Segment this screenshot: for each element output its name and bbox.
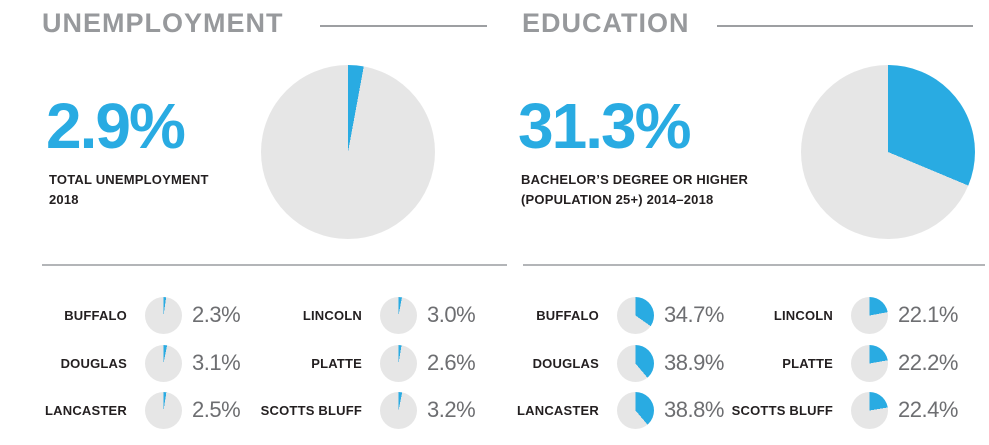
- county-row: SCOTTS BLUFF 3.2%: [255, 390, 495, 430]
- county-value: 3.0%: [427, 302, 476, 327]
- stat-caption-line2: 2018: [49, 192, 79, 207]
- county-pie-chart: [380, 344, 417, 382]
- county-pie-chart: [851, 344, 888, 382]
- county-value: 22.4%: [898, 397, 958, 422]
- stat-caption-line1: BACHELOR’S DEGREE OR HIGHER: [521, 172, 749, 187]
- county-pie-chart: [380, 391, 417, 429]
- stat-caption-education: BACHELOR’S DEGREE OR HIGHER (POPULATION …: [521, 170, 748, 210]
- stat-caption-line2: (POPULATION 25+) 2014–2018: [521, 192, 714, 207]
- county-name: LANCASTER: [517, 402, 599, 418]
- stat-value-education: 31.3%: [518, 90, 691, 162]
- county-name: LANCASTER: [45, 402, 127, 418]
- education-pie-chart: [801, 65, 975, 239]
- county-row: LINCOLN 3.0%: [255, 295, 495, 335]
- county-pie-chart: [145, 391, 182, 429]
- county-value: 38.9%: [664, 350, 724, 375]
- county-row: PLATTE 2.6%: [255, 343, 495, 383]
- county-name: BUFFALO: [64, 307, 127, 323]
- title-rule-education: [717, 25, 973, 27]
- stat-caption-unemployment: TOTAL UNEMPLOYMENT 2018: [49, 170, 209, 210]
- county-pie-chart: [145, 296, 182, 334]
- county-pie-chart: [851, 296, 888, 334]
- county-value: 3.2%: [427, 397, 476, 422]
- county-row: PLATTE 22.2%: [726, 343, 966, 383]
- county-value: 2.5%: [192, 397, 241, 422]
- county-value: 22.2%: [898, 350, 958, 375]
- county-value: 38.8%: [664, 397, 724, 422]
- county-name: LINCOLN: [302, 307, 362, 323]
- county-name: DOUGLAS: [60, 355, 127, 371]
- county-name: LINCOLN: [773, 307, 833, 323]
- divider-unemployment: [42, 264, 507, 266]
- county-name: DOUGLAS: [532, 355, 599, 371]
- county-pie-chart: [145, 344, 182, 382]
- county-value: 2.6%: [427, 350, 476, 375]
- county-name: PLATTE: [782, 355, 833, 371]
- county-value: 34.7%: [664, 302, 724, 327]
- county-value: 3.1%: [192, 350, 241, 375]
- unemployment-pie-chart: [261, 65, 435, 239]
- county-row: LINCOLN 22.1%: [726, 295, 966, 335]
- county-name: SCOTTS BLUFF: [260, 402, 362, 418]
- county-name: BUFFALO: [536, 307, 599, 323]
- county-value: 22.1%: [898, 302, 958, 327]
- county-pie-chart: [617, 391, 654, 429]
- county-pie-chart: [380, 296, 417, 334]
- county-row: DOUGLAS 3.1%: [20, 343, 260, 383]
- title-rule-unemployment: [320, 25, 487, 27]
- section-title-education: EDUCATION: [522, 8, 690, 38]
- county-value: 2.3%: [192, 302, 241, 327]
- county-row: SCOTTS BLUFF 22.4%: [726, 390, 966, 430]
- county-pie-chart: [617, 296, 654, 334]
- county-pie-chart: [851, 391, 888, 429]
- stat-caption-line1: TOTAL UNEMPLOYMENT: [49, 172, 209, 187]
- county-name: SCOTTS BLUFF: [731, 402, 833, 418]
- county-row: LANCASTER 2.5%: [20, 390, 260, 430]
- county-name: PLATTE: [311, 355, 362, 371]
- county-row: DOUGLAS 38.9%: [492, 343, 732, 383]
- county-row: LANCASTER 38.8%: [492, 390, 732, 430]
- county-row: BUFFALO 34.7%: [492, 295, 732, 335]
- section-title-unemployment: UNEMPLOYMENT: [42, 8, 284, 38]
- county-pie-chart: [617, 344, 654, 382]
- county-row: BUFFALO 2.3%: [20, 295, 260, 335]
- divider-education: [523, 264, 985, 266]
- stat-value-unemployment: 2.9%: [46, 90, 186, 162]
